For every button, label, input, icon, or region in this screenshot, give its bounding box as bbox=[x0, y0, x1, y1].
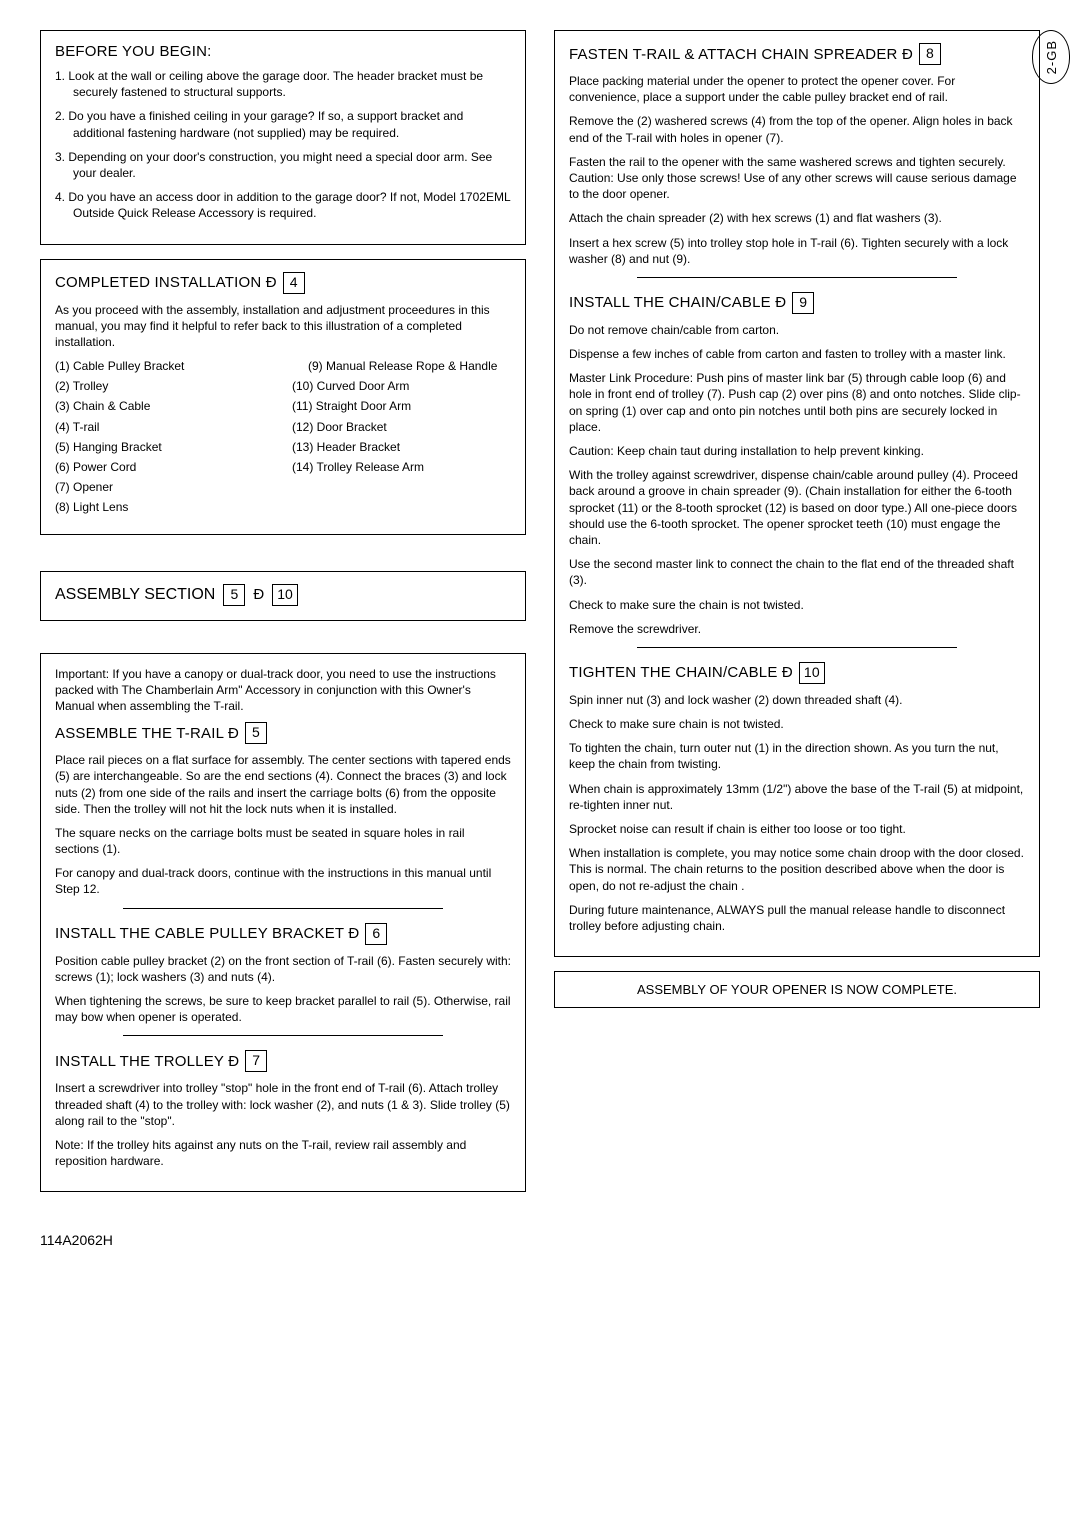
before-item: 2. Do you have a finished ceiling in you… bbox=[55, 108, 511, 140]
parts-col-a: (1) Cable Pulley Bracket (2) Trolley (3)… bbox=[55, 358, 274, 520]
assemble-trail-title-row: ASSEMBLE THE T-RAIL Ð 5 bbox=[55, 722, 511, 744]
fig-number: 5 bbox=[223, 584, 245, 606]
para: When chain is approximately 13mm (1/2") … bbox=[569, 781, 1025, 813]
important-note: Important: If you have a canopy or dual-… bbox=[55, 666, 511, 715]
install-trolley-title: INSTALL THE TROLLEY Ð bbox=[55, 1053, 239, 1070]
assembly-section-header-box: ASSEMBLY SECTION 5 Ð 10 bbox=[40, 571, 526, 621]
divider bbox=[637, 277, 956, 278]
fasten-title-row: FASTEN T-RAIL & ATTACH CHAIN SPREADER Ð … bbox=[569, 43, 1025, 65]
fig-number: 10 bbox=[272, 584, 298, 606]
divider bbox=[123, 1035, 442, 1036]
para: Spin inner nut (3) and lock washer (2) d… bbox=[569, 692, 1025, 708]
fig-number: 6 bbox=[365, 923, 387, 945]
parts-col-b: (9) Manual Release Rope & Handle (10) Cu… bbox=[292, 358, 511, 520]
completed-intro: As you proceed with the assembly, instal… bbox=[55, 302, 511, 351]
completed-install-box: COMPLETED INSTALLATION Ð 4 As you procee… bbox=[40, 259, 526, 535]
para: Caution: Keep chain taut during installa… bbox=[569, 443, 1025, 459]
para: The square necks on the carriage bolts m… bbox=[55, 825, 511, 857]
part-item: (12) Door Bracket bbox=[292, 419, 511, 435]
assemble-trail-title: ASSEMBLE THE T-RAIL Ð bbox=[55, 725, 239, 742]
para: Master Link Procedure: Push pins of mast… bbox=[569, 370, 1025, 435]
para: Attach the chain spreader (2) with hex s… bbox=[569, 210, 1025, 226]
part-item: (2) Trolley bbox=[55, 378, 274, 394]
part-item: (5) Hanging Bracket bbox=[55, 439, 274, 455]
install-bracket-title: INSTALL THE CABLE PULLEY BRACKET Ð bbox=[55, 925, 359, 942]
before-item: 1. Look at the wall or ceiling above the… bbox=[55, 68, 511, 100]
complete-box: ASSEMBLY OF YOUR OPENER IS NOW COMPLETE. bbox=[554, 971, 1040, 1008]
para: Dispense a few inches of cable from cart… bbox=[569, 346, 1025, 362]
para: When tightening the screws, be sure to k… bbox=[55, 993, 511, 1025]
assembly-title: ASSEMBLY SECTION bbox=[55, 586, 215, 604]
para: Position cable pulley bracket (2) on the… bbox=[55, 953, 511, 985]
dash: Ð bbox=[253, 586, 264, 603]
part-item: (11) Straight Door Arm bbox=[292, 398, 511, 414]
part-item: (7) Opener bbox=[55, 479, 274, 495]
right-column: FASTEN T-RAIL & ATTACH CHAIN SPREADER Ð … bbox=[554, 30, 1040, 1206]
left-column: BEFORE YOU BEGIN: 1. Look at the wall or… bbox=[40, 30, 526, 1206]
before-title: BEFORE YOU BEGIN: bbox=[55, 43, 511, 60]
part-item: (4) T-rail bbox=[55, 419, 274, 435]
install-chain-title-row: INSTALL THE CHAIN/CABLE Ð 9 bbox=[569, 292, 1025, 314]
before-item: 4. Do you have an access door in additio… bbox=[55, 189, 511, 221]
fig-number: 7 bbox=[245, 1050, 267, 1072]
para: To tighten the chain, turn outer nut (1)… bbox=[569, 740, 1025, 772]
tighten-title-row: TIGHTEN THE CHAIN/CABLE Ð 10 bbox=[569, 662, 1025, 684]
para: Remove the (2) washered screws (4) from … bbox=[569, 113, 1025, 145]
para: For canopy and dual-track doors, continu… bbox=[55, 865, 511, 897]
part-item: (13) Header Bracket bbox=[292, 439, 511, 455]
para: Sprocket noise can result if chain is ei… bbox=[569, 821, 1025, 837]
parts-columns: (1) Cable Pulley Bracket (2) Trolley (3)… bbox=[55, 358, 511, 520]
part-item: (3) Chain & Cable bbox=[55, 398, 274, 414]
fig-number: 9 bbox=[792, 292, 814, 314]
fig-number: 8 bbox=[919, 43, 941, 65]
page-badge: 2-GB bbox=[1032, 30, 1070, 84]
install-chain-title: INSTALL THE CHAIN/CABLE Ð bbox=[569, 294, 786, 311]
para: Insert a screwdriver into trolley "stop"… bbox=[55, 1080, 511, 1129]
fig-number: 4 bbox=[283, 272, 305, 294]
before-item: 3. Depending on your door's construction… bbox=[55, 149, 511, 181]
right-steps-box: FASTEN T-RAIL & ATTACH CHAIN SPREADER Ð … bbox=[554, 30, 1040, 957]
part-item: (9) Manual Release Rope & Handle bbox=[292, 358, 511, 374]
fasten-title: FASTEN T-RAIL & ATTACH CHAIN SPREADER Ð bbox=[569, 46, 913, 63]
part-item: (1) Cable Pulley Bracket bbox=[55, 358, 274, 374]
para: Fasten the rail to the opener with the s… bbox=[569, 154, 1025, 203]
install-bracket-title-row: INSTALL THE CABLE PULLEY BRACKET Ð 6 bbox=[55, 923, 511, 945]
completed-title-row: COMPLETED INSTALLATION Ð 4 bbox=[55, 272, 511, 294]
para: With the trolley against screwdriver, di… bbox=[569, 467, 1025, 548]
divider bbox=[637, 647, 956, 648]
para: Place packing material under the opener … bbox=[569, 73, 1025, 105]
completed-title: COMPLETED INSTALLATION Ð bbox=[55, 274, 277, 291]
page-columns: BEFORE YOU BEGIN: 1. Look at the wall or… bbox=[40, 30, 1040, 1206]
para: Check to make sure chain is not twisted. bbox=[569, 716, 1025, 732]
footer-code: 114A2062H bbox=[40, 1232, 1040, 1248]
before-you-begin-box: BEFORE YOU BEGIN: 1. Look at the wall or… bbox=[40, 30, 526, 245]
part-item: (10) Curved Door Arm bbox=[292, 378, 511, 394]
part-item: (6) Power Cord bbox=[55, 459, 274, 475]
page-badge-text: 2-GB bbox=[1044, 40, 1059, 74]
fig-number: 5 bbox=[245, 722, 267, 744]
spacer bbox=[40, 549, 526, 571]
part-item: (8) Light Lens bbox=[55, 499, 274, 515]
spacer bbox=[40, 635, 526, 653]
before-list: 1. Look at the wall or ceiling above the… bbox=[55, 68, 511, 222]
para: Remove the screwdriver. bbox=[569, 621, 1025, 637]
divider bbox=[123, 908, 442, 909]
para: Check to make sure the chain is not twis… bbox=[569, 597, 1025, 613]
para: Use the second master link to connect th… bbox=[569, 556, 1025, 588]
assembly-steps-box: Important: If you have a canopy or dual-… bbox=[40, 653, 526, 1193]
assembly-header-row: ASSEMBLY SECTION 5 Ð 10 bbox=[55, 584, 511, 606]
para: Place rail pieces on a flat surface for … bbox=[55, 752, 511, 817]
para: Insert a hex screw (5) into trolley stop… bbox=[569, 235, 1025, 267]
para: Do not remove chain/cable from carton. bbox=[569, 322, 1025, 338]
fig-number: 10 bbox=[799, 662, 825, 684]
part-item: (14) Trolley Release Arm bbox=[292, 459, 511, 475]
install-trolley-title-row: INSTALL THE TROLLEY Ð 7 bbox=[55, 1050, 511, 1072]
para: Note: If the trolley hits against any nu… bbox=[55, 1137, 511, 1169]
tighten-title: TIGHTEN THE CHAIN/CABLE Ð bbox=[569, 664, 793, 681]
para: When installation is complete, you may n… bbox=[569, 845, 1025, 894]
para: During future maintenance, ALWAYS pull t… bbox=[569, 902, 1025, 934]
